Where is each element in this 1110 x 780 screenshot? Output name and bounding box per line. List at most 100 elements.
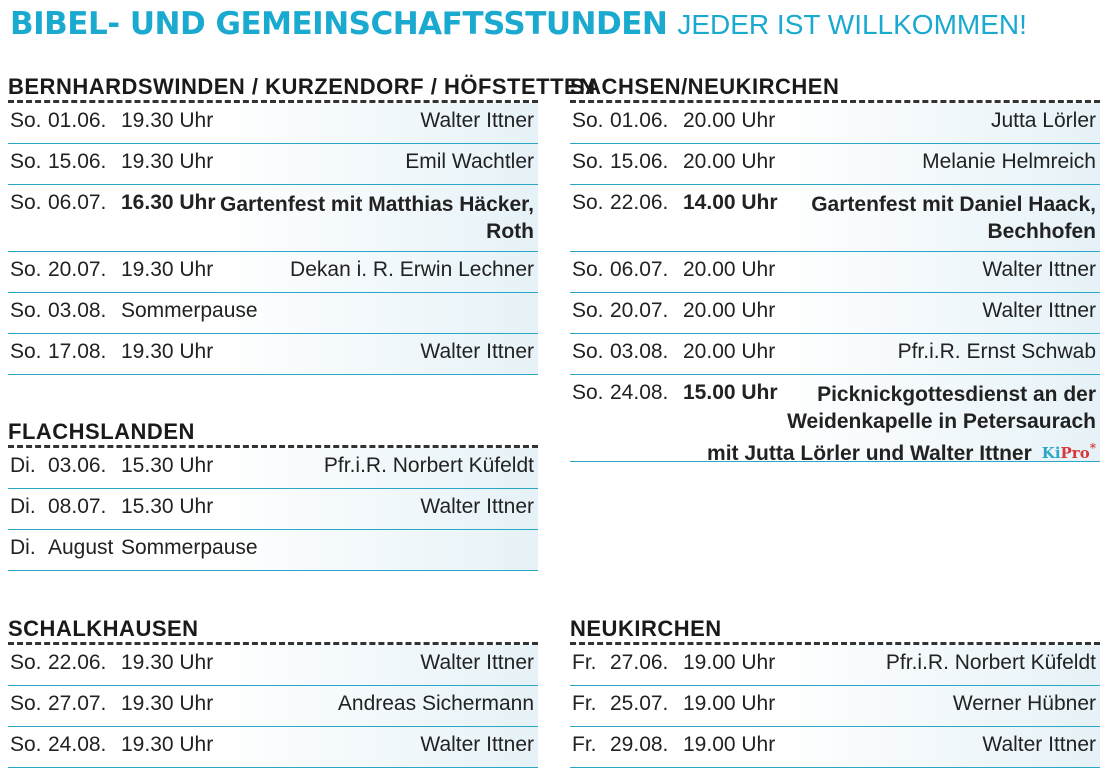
row-day: So. — [10, 692, 42, 715]
row-time: 19.00 Uhr — [683, 651, 776, 674]
row-day: So. — [10, 191, 42, 214]
row-date: 24.08. — [610, 381, 669, 404]
table-row: So. 03.08. Sommerpause — [8, 293, 538, 334]
row-day: So. — [572, 299, 604, 322]
table-row: So. 20.07. 19.30 Uhr Dekan i. R. Erwin L… — [8, 252, 538, 293]
table-row: So. 22.06. 19.30 Uhr Walter Ittner — [8, 645, 538, 686]
row-time: 19.30 Uhr — [121, 109, 214, 132]
row-day: So. — [10, 150, 42, 173]
row-time: 20.00 Uhr — [683, 109, 776, 132]
table-row: So. 06.07. 16.30 Uhr Gartenfest mit Matt… — [8, 185, 538, 252]
table-row: So. 03.08. 20.00 Uhr Pfr.i.R. Ernst Schw… — [570, 334, 1100, 375]
table-row: So. 06.07. 20.00 Uhr Walter Ittner — [570, 252, 1100, 293]
row-date: 22.06. — [48, 651, 107, 674]
section-neukirchen: NEUKIRCHEN Fr. 27.06. 19.00 Uhr Pfr.i.R.… — [570, 616, 1100, 768]
row-speaker: Jutta Lörler — [990, 109, 1096, 132]
row-date: 20.07. — [610, 299, 669, 322]
table-row: So. 24.08. 15.00 Uhr Picknickgottesdiens… — [570, 375, 1100, 465]
row-time: 20.00 Uhr — [683, 299, 776, 322]
table-row: So. 01.06. 19.30 Uhr Walter Ittner — [8, 103, 538, 144]
row-day: So. — [572, 109, 604, 132]
row-speaker: Walter Ittner — [982, 299, 1096, 322]
row-day: Fr. — [572, 651, 597, 674]
row-event-line2: Weidenkapelle in Petersaurach — [787, 410, 1096, 433]
table-row: So. 15.06. 19.30 Uhr Emil Wachtler — [8, 144, 538, 185]
row-speaker: Walter Ittner — [420, 109, 534, 132]
table-row: Fr. 29.08. 19.00 Uhr Walter Ittner — [570, 727, 1100, 768]
row-day: Fr. — [572, 692, 597, 715]
table-row: Fr. 27.06. 19.00 Uhr Pfr.i.R. Norbert Kü… — [570, 645, 1100, 686]
table-row: Di. 03.06. 15.30 Uhr Pfr.i.R. Norbert Kü… — [8, 448, 538, 489]
row-time: 19.30 Uhr — [121, 258, 214, 281]
row-time: 19.30 Uhr — [121, 733, 214, 756]
table-row: So. 20.07. 20.00 Uhr Walter Ittner — [570, 293, 1100, 334]
row-day: Di. — [10, 454, 36, 477]
row-time: Sommerpause — [121, 536, 258, 559]
row-time: 19.30 Uhr — [121, 692, 214, 715]
row-speaker: Pfr.i.R. Norbert Küfeldt — [323, 454, 534, 477]
row-event-line2: Bechhofen — [987, 220, 1096, 243]
row-time: 15.30 Uhr — [121, 454, 214, 477]
row-day: So. — [572, 191, 604, 214]
row-event: Picknickgottesdienst an der Weidenkapell… — [707, 381, 1096, 467]
row-speaker: Walter Ittner — [982, 733, 1096, 756]
dashed-divider — [570, 100, 1100, 103]
row-day: Fr. — [572, 733, 597, 756]
row-time: 14.00 Uhr — [683, 191, 778, 214]
row-date: 06.07. — [610, 258, 669, 281]
row-day: Di. — [10, 536, 36, 559]
table-row: So. 01.06. 20.00 Uhr Jutta Lörler — [570, 103, 1100, 144]
row-time: 20.00 Uhr — [683, 150, 776, 173]
row-day: So. — [572, 381, 604, 404]
row-date: 03.08. — [610, 340, 669, 363]
row-time: 19.00 Uhr — [683, 692, 776, 715]
row-date: 27.06. — [610, 651, 669, 674]
section-title: FLACHSLANDEN — [8, 419, 195, 444]
section-title: BERNHARDSWINDEN / KURZENDORF / HÖFSTETTE… — [8, 74, 596, 99]
table-row: So. 17.08. 19.30 Uhr Walter Ittner — [8, 334, 538, 375]
row-event-line3: mit Jutta Lörler und Walter Ittner — [707, 442, 1032, 465]
row-date: 29.08. — [610, 733, 669, 756]
table-row: So. 22.06. 14.00 Uhr Gartenfest mit Dani… — [570, 185, 1100, 252]
row-time: 19.00 Uhr — [683, 733, 776, 756]
title-main: BIBEL- UND GEMEINSCHAFTSSTUNDEN — [10, 6, 668, 42]
row-speaker: Walter Ittner — [420, 651, 534, 674]
dashed-divider — [570, 642, 1100, 645]
row-date: 03.06. — [48, 454, 107, 477]
row-date: 01.06. — [610, 109, 669, 132]
row-date: 17.08. — [48, 340, 107, 363]
page-title: BIBEL- UND GEMEINSCHAFTSSTUNDEN JEDER IS… — [10, 6, 1027, 46]
row-date: 27.07. — [48, 692, 107, 715]
row-time: Sommerpause — [121, 299, 258, 322]
row-speaker: Walter Ittner — [420, 340, 534, 363]
table-row: So. 27.07. 19.30 Uhr Andreas Sichermann — [8, 686, 538, 727]
row-day: So. — [572, 150, 604, 173]
row-time: 20.00 Uhr — [683, 340, 776, 363]
row-date: 15.06. — [48, 150, 107, 173]
row-speaker: Dekan i. R. Erwin Lechner — [290, 258, 534, 281]
row-date: 06.07. — [48, 191, 107, 214]
dashed-divider — [8, 642, 538, 645]
row-speaker: Pfr.i.R. Ernst Schwab — [897, 340, 1096, 363]
row-event-line1: Gartenfest mit Matthias Häcker, — [220, 193, 534, 216]
row-day: So. — [10, 733, 42, 756]
row-date: 20.07. — [48, 258, 107, 281]
row-time: 19.30 Uhr — [121, 150, 214, 173]
section-bernhardswinden: BERNHARDSWINDEN / KURZENDORF / HÖFSTETTE… — [8, 74, 596, 375]
table-row: Fr. 25.07. 19.00 Uhr Werner Hübner — [570, 686, 1100, 727]
row-time: 15.00 Uhr — [683, 381, 778, 404]
row-day: So. — [572, 258, 604, 281]
row-time: 19.30 Uhr — [121, 340, 214, 363]
row-day: So. — [10, 258, 42, 281]
row-day: So. — [10, 340, 42, 363]
row-date: August — [48, 536, 114, 559]
row-event: Gartenfest mit Daniel Haack, Bechhofen — [811, 191, 1096, 245]
dashed-divider — [8, 445, 538, 448]
row-speaker: Walter Ittner — [420, 733, 534, 756]
row-speaker: Walter Ittner — [420, 495, 534, 518]
row-speaker: Andreas Sichermann — [337, 692, 534, 715]
row-speaker: Emil Wachtler — [405, 150, 534, 173]
section-flachslanden: FLACHSLANDEN Di. 03.06. 15.30 Uhr Pfr.i.… — [8, 419, 538, 571]
row-date: 08.07. — [48, 495, 107, 518]
section-sachsen-neukirchen: SACHSEN/NEUKIRCHEN So. 01.06. 20.00 Uhr … — [570, 74, 1100, 465]
